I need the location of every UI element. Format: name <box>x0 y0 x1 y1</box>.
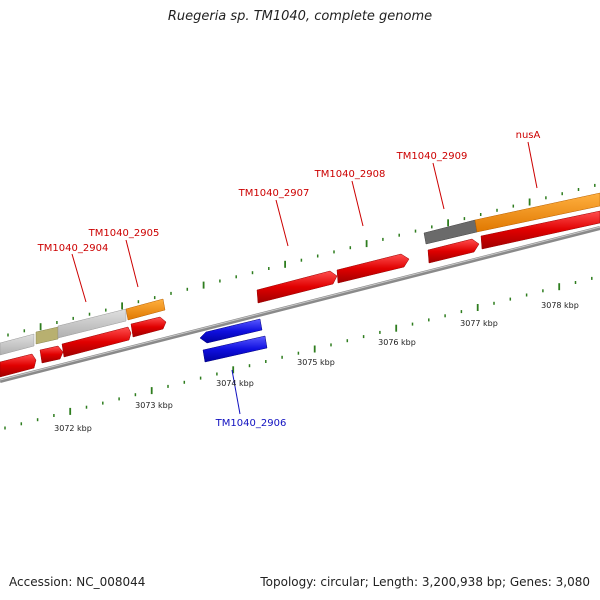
label-tm1040-2907: TM1040_2907 <box>238 188 310 199</box>
cds-fwd-3 <box>61 326 132 358</box>
gene-tm1040-2907 <box>256 270 338 304</box>
scale-label-3076: 3076 kbp <box>378 338 416 347</box>
scale-label-3073: 3073 kbp <box>135 401 173 410</box>
reverse-features <box>199 318 268 363</box>
scale-label-3077: 3077 kbp <box>460 319 498 328</box>
label-nusa: nusA <box>516 130 541 141</box>
gene-tm1040-2906-a <box>199 318 263 344</box>
label-tm1040-2908: TM1040_2908 <box>314 169 386 180</box>
leader-2905 <box>125 239 139 288</box>
label-tm1040-2904: TM1040_2904 <box>37 243 109 254</box>
gene-tm1040-2908 <box>336 253 410 284</box>
label-tm1040-2906: TM1040_2906 <box>215 418 287 429</box>
genome-backbone-highlight <box>0 226 600 381</box>
accession-text: Accession: NC_008044 <box>9 575 146 589</box>
leader-2904 <box>71 253 87 303</box>
gene-tm1040-2905 <box>125 298 166 321</box>
cds-fwd-right <box>480 210 600 250</box>
forward-features <box>0 192 600 378</box>
map-title: Ruegeria sp. TM1040, complete genome <box>167 9 433 24</box>
scale-label-3074: 3074 kbp <box>216 379 254 388</box>
genome-stats-text: Topology: circular; Length: 3,200,938 bp… <box>260 575 590 589</box>
leader-2909 <box>432 162 445 210</box>
label-tm1040-2905: TM1040_2905 <box>88 228 160 239</box>
leader-2906 <box>231 369 241 415</box>
gene-olive <box>35 326 59 345</box>
gene-nusa <box>474 192 600 233</box>
scale-label-3078: 3078 kbp <box>541 301 579 310</box>
gene-grey-left <box>0 333 35 356</box>
leader-nusa <box>527 141 538 189</box>
scale-ticks <box>4 276 593 430</box>
genome-backbone <box>0 226 600 383</box>
scale-label-3075: 3075 kbp <box>297 358 335 367</box>
leader-2907 <box>275 199 289 247</box>
label-tm1040-2909: TM1040_2909 <box>396 151 468 162</box>
cds-fwd-1 <box>0 353 37 378</box>
gene-tm1040-2906-b <box>202 335 268 363</box>
scale-label-3072: 3072 kbp <box>54 424 92 433</box>
gene-tm1040-2909 <box>427 238 480 264</box>
leader-2908 <box>351 180 364 227</box>
cds-fwd-2 <box>39 345 64 364</box>
gene-grey <box>57 308 127 339</box>
forward-ticks <box>7 183 596 337</box>
cds-fwd-4 <box>130 316 167 338</box>
